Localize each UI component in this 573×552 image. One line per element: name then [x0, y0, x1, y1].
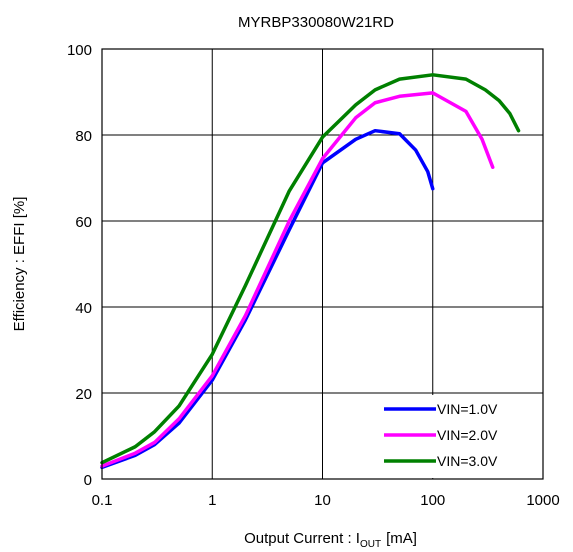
legend: VIN=1.0V VIN=2.0V VIN=3.0V: [380, 395, 542, 478]
x-tick-label: 0.1: [92, 492, 113, 509]
series-line: [100, 128, 435, 470]
y-tick-labels: 0 20 40 60 80 100: [67, 42, 92, 489]
x-tick-label: 100: [420, 492, 445, 509]
y-axis-label: Efficiency : EFFI [%]: [11, 197, 28, 332]
x-tick-label: 1: [208, 492, 216, 509]
chart-title: MYRBP330080W21RD: [238, 14, 394, 31]
x-tick-label: 1000: [526, 492, 559, 509]
plot-frame: [101, 48, 544, 480]
y-tick-label: 60: [75, 214, 92, 231]
y-tick-label: 80: [75, 128, 92, 145]
series-line: [100, 91, 495, 468]
legend-label: VIN=1.0V: [437, 401, 498, 417]
x-axis-label-suffix: [mA]: [386, 530, 417, 547]
y-tick-label: 0: [84, 472, 92, 489]
legend-label: VIN=2.0V: [437, 427, 498, 443]
grid-lines: [102, 49, 543, 479]
x-tick-label: 10: [314, 492, 331, 509]
series-line: [100, 73, 521, 465]
x-axis-label: Output Current : IOUT [mA]: [244, 530, 417, 550]
y-tick-label: 40: [75, 300, 92, 317]
x-axis-label-subscript: OUT: [360, 539, 381, 550]
x-axis-label-prefix: Output Current : I: [244, 530, 360, 547]
series-layer: [100, 73, 521, 470]
legend-label: VIN=3.0V: [437, 453, 498, 469]
y-tick-label: 100: [67, 42, 92, 59]
x-tick-labels: 0.1 1 10 100 1000: [92, 492, 560, 509]
y-tick-label: 20: [75, 386, 92, 403]
